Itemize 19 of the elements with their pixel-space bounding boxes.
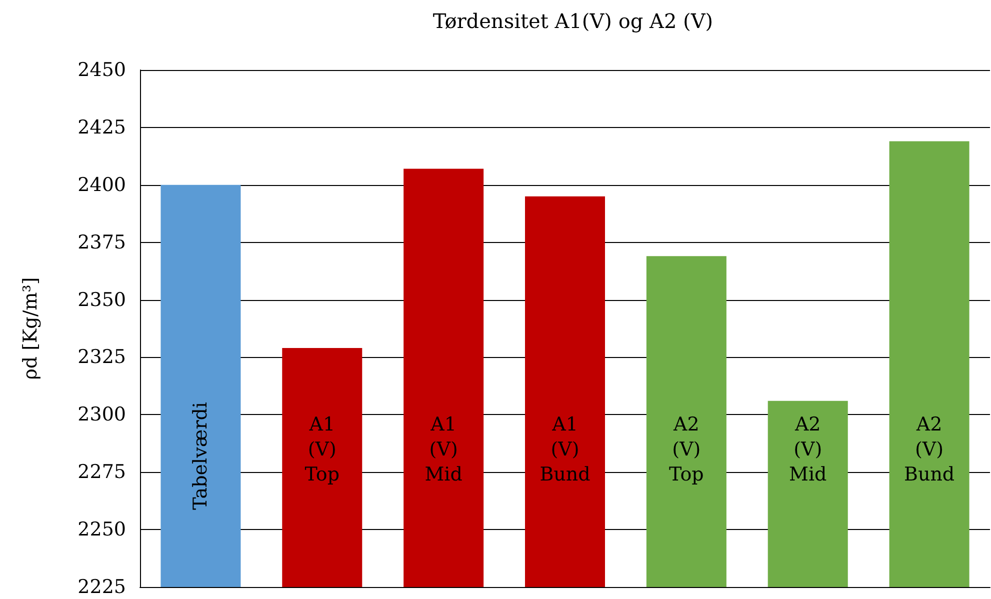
y-axis-title: ρd [Kg/m³] [20, 277, 42, 380]
y-tick-label: 2425 [78, 116, 126, 138]
chart-title: Tørdensitet A1(V) og A2 (V) [432, 9, 714, 33]
y-tick-label: 2375 [78, 231, 126, 254]
y-tick-label: 2350 [78, 288, 126, 311]
y-tick-label: 2325 [78, 346, 126, 368]
y-tick-label: 2250 [78, 518, 126, 541]
x-tick-label: Tabelværdi [190, 402, 212, 510]
y-tick-label: 2450 [78, 59, 126, 81]
y-tick-label: 2275 [78, 461, 126, 484]
y-tick-label: 2225 [78, 576, 126, 598]
y-tick-label: 2300 [78, 404, 126, 426]
y-tick-label: 2400 [78, 174, 126, 196]
x-tick-label: A1 (V) Top [304, 414, 340, 486]
x-tick-label: A2 (V) Bund [904, 414, 955, 486]
x-tick-label: A2 (V) Top [669, 414, 704, 486]
x-tick-label: A2 (V) Mid [789, 414, 827, 486]
x-tick-label: A1 (V) Mid [424, 414, 462, 486]
x-tick-label: A1 (V) Bund [540, 414, 590, 486]
